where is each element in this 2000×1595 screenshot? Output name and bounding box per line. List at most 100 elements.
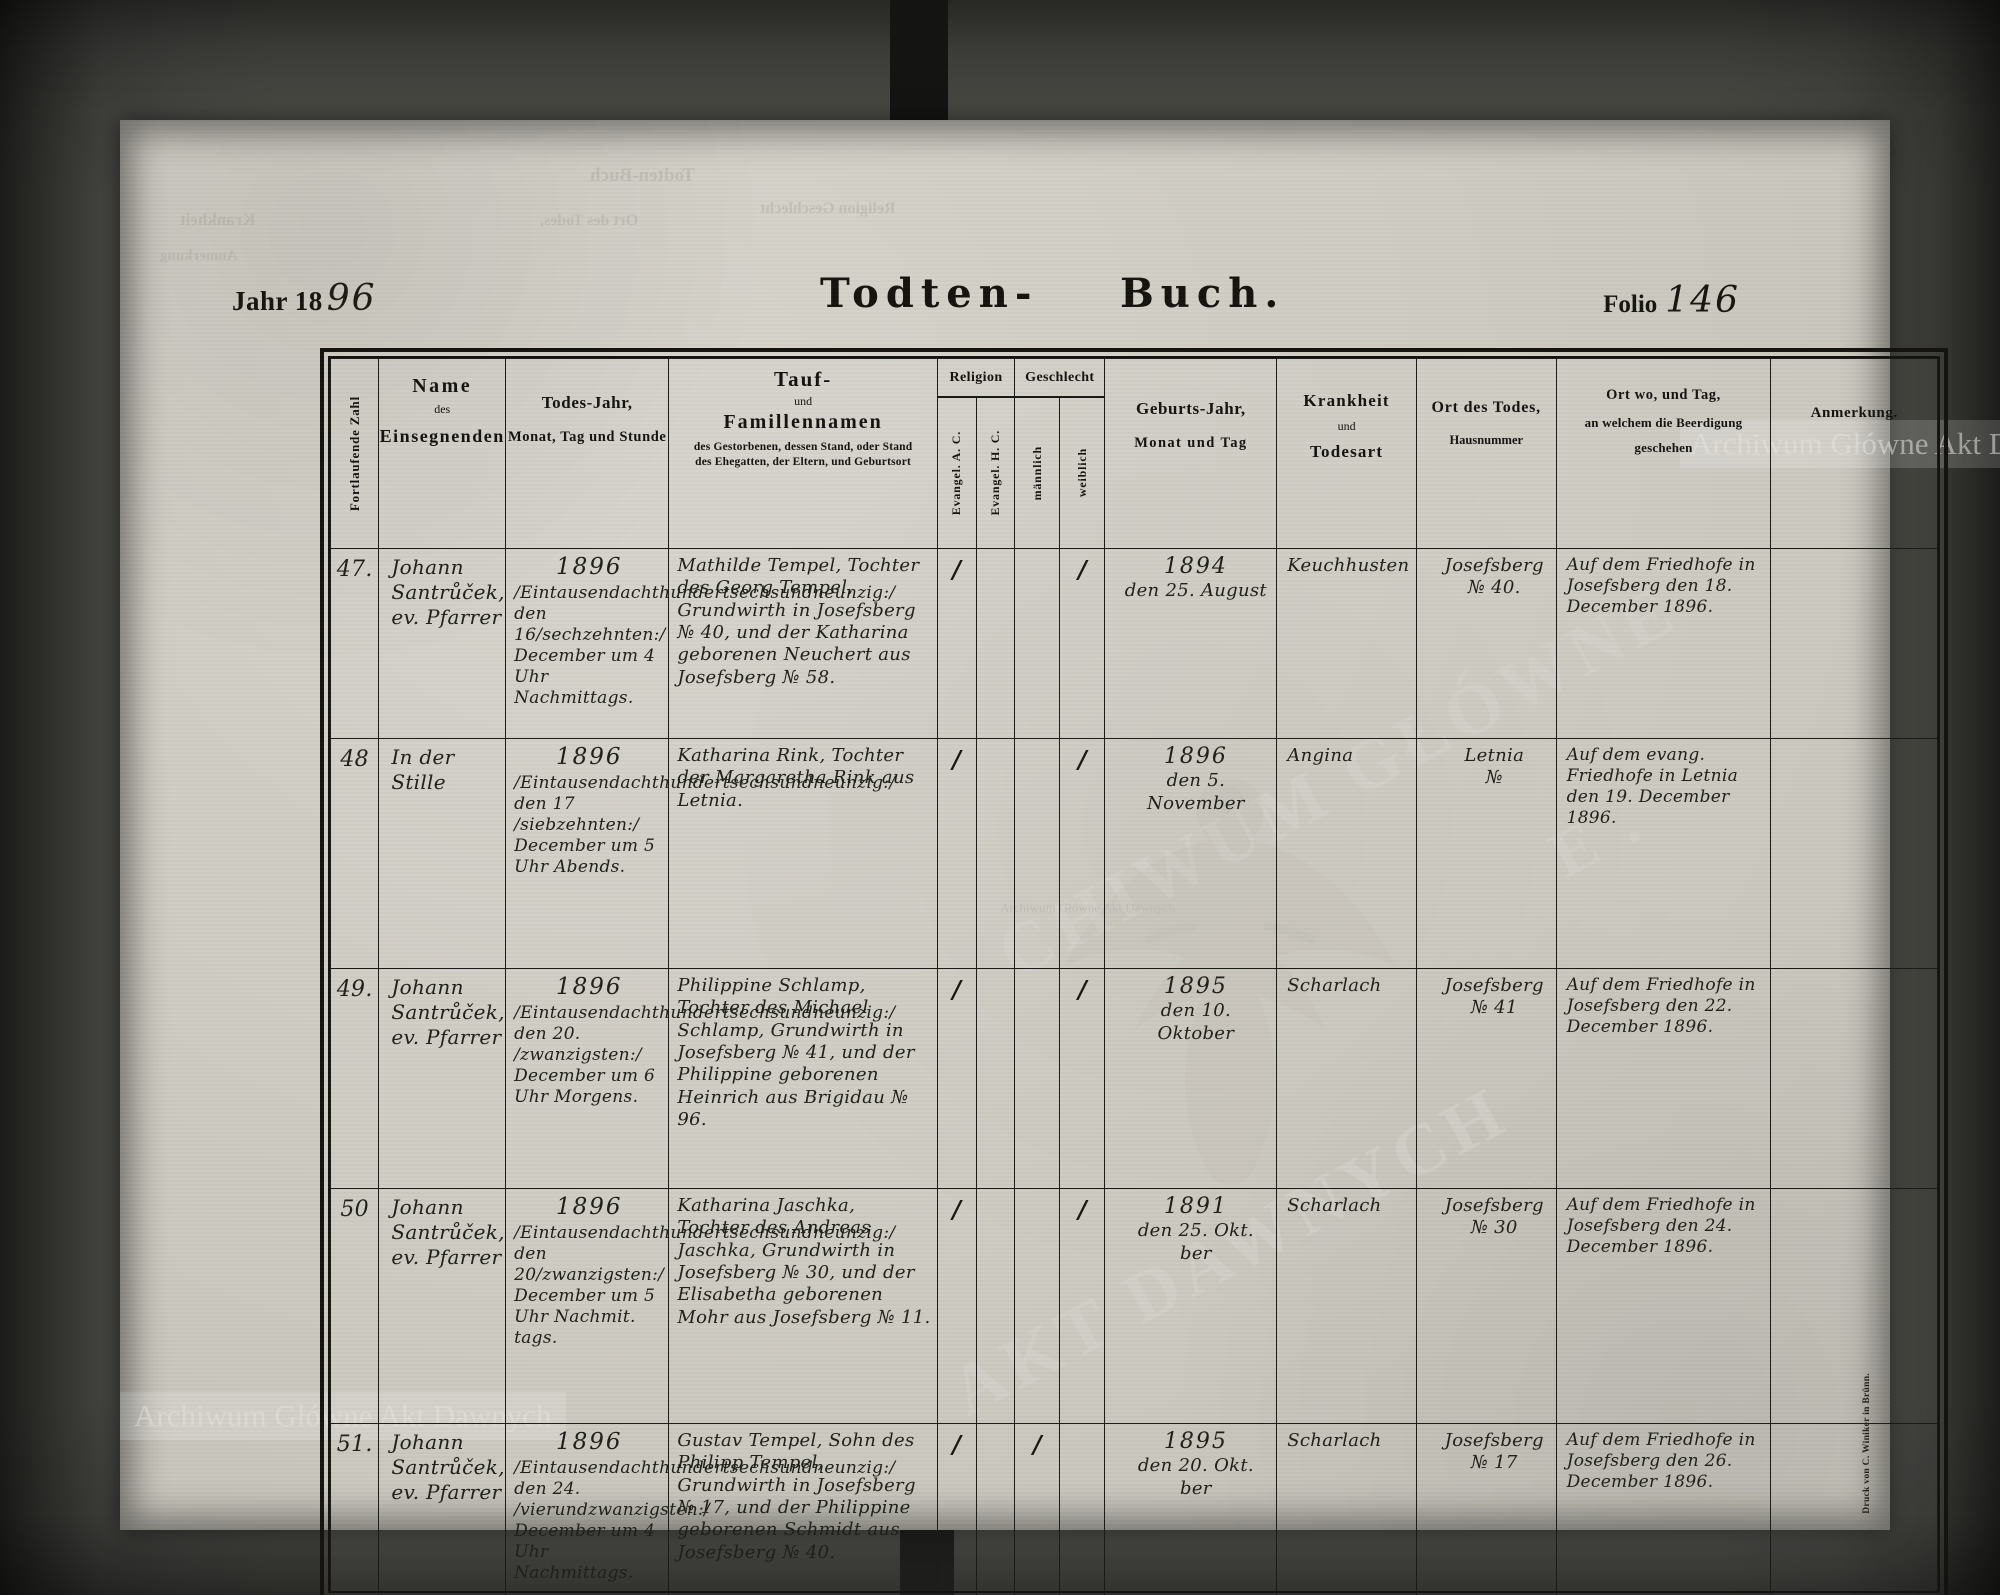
header-ort-line1: Ort des Todes, (1431, 399, 1541, 416)
cell-place-number: № 17 (1470, 1452, 1518, 1474)
table-row[interactable]: 50 Johann Santrůček, ev. Pfarrer 1896 /E… (329, 1188, 1938, 1424)
register-title-part2: Buch. (1120, 270, 1286, 317)
header-krankheit-line2: und (1337, 419, 1356, 433)
header-name-line2: des (434, 402, 451, 416)
cell-number: 49. (329, 968, 380, 1189)
cell-birth-date: den 5. November (1147, 770, 1245, 814)
cell-birth-date: den 25. Okt. ber (1137, 1220, 1254, 1264)
cell-burial: Auf dem evang. Friedhofe in Letnia den 1… (1555, 738, 1772, 969)
cell-gender-female: / (1059, 548, 1106, 739)
header-tauf-familiennamen: Tauf- und Famillennamen des Gestorbenen,… (668, 358, 938, 549)
cell-religion-hc (975, 548, 1016, 739)
cell-birth: 1896 den 5. November (1104, 738, 1278, 969)
cell-place-name: Josefsberg (1444, 1430, 1544, 1451)
page-header: Jahr 18 96 Todten- Buch. Folio 146 (120, 270, 1890, 340)
folio-number: 146 (1665, 280, 1740, 321)
header-tauf-line5: des Ehegatten, der Eltern, und Geburtsor… (695, 456, 912, 468)
table-row[interactable]: 48 In der Stille 1896 /Eintausendachthun… (329, 738, 1938, 969)
cell-death-year: 1896 (555, 554, 623, 580)
cell-remark (1770, 548, 1938, 739)
cell-illness: Scharlach (1276, 968, 1417, 1189)
header-ort-line2: Hausnummer (1449, 433, 1524, 447)
cell-number: 47. (329, 548, 380, 739)
cell-place: Josefsberg № 40. (1415, 548, 1557, 739)
showthrough-text: Religion Geschlecht (760, 200, 896, 217)
cell-death-year: 1896 (555, 1429, 623, 1455)
cell-religion-ac: / (936, 1188, 977, 1424)
cell-place: Josefsberg № 17 (1415, 1423, 1557, 1595)
cell-death-year: 1896 (555, 744, 623, 770)
cell-death-detail: /Eintausendachthundertsechsundneunzig:/ … (514, 1457, 896, 1583)
header-gender-female-label: weiblich (1074, 448, 1089, 498)
header-religion-ac: Evangel. A. C. (936, 396, 977, 549)
cell-place-number: № 40. (1467, 577, 1521, 599)
cell-birth-year: 1894 (1163, 554, 1228, 579)
cell-names: Mathilde Tempel, Tochter des Georg Tempe… (668, 548, 938, 739)
header-gender-male: männlich (1014, 396, 1061, 549)
header-geburts-jahr: Geburts-Jahr, Monat und Tag (1104, 358, 1278, 549)
cell-religion-ac: / (936, 548, 977, 739)
header-geburts-jahr-line2: Monat und Tag (1134, 435, 1248, 451)
cell-place-name: Josefsberg (1444, 555, 1544, 576)
cell-place-name: Letnia (1464, 745, 1525, 766)
year-label-text: Jahr 18 (232, 286, 323, 316)
header-name-line3: Einsegnenden (379, 426, 505, 446)
header-krankheit-line3: Todesart (1310, 442, 1384, 461)
cell-gender-female: / (1059, 738, 1106, 969)
cell-religion-hc (975, 968, 1016, 1189)
cell-death-date: 1896 /Eintausendachthundertsechsundneunz… (505, 738, 895, 969)
printer-imprint: Druck von C. Winiker in Brünn. (1862, 1373, 1872, 1514)
cell-number: 48 (329, 738, 380, 969)
cell-death-date: 1896 /Eintausendachthundertsechsundneunz… (505, 1188, 895, 1424)
cell-gender-female (1059, 1423, 1106, 1595)
header-geburts-jahr-line1: Geburts-Jahr, (1136, 399, 1246, 418)
register-page: Krankheit Ort des Todes, Todten-Buch Rel… (120, 120, 2000, 1595)
header-gender-female: weiblich (1059, 396, 1106, 549)
cell-gender-male: / (1014, 1423, 1061, 1595)
cell-religion-hc (975, 738, 1016, 969)
header-krankheit-line1: Krankheit (1303, 391, 1390, 410)
cell-officiant: Johann Santrůček, ev. Pfarrer (378, 1423, 507, 1595)
header-todes-jahr-line2: Monat, Tag und Stunde (507, 429, 667, 445)
cell-religion-ac: / (936, 968, 977, 1189)
header-religion-hc: Evangel. H. C. (975, 396, 1016, 549)
table-body: 47. Johann Santrůček, ev. Pfarrer 1896 /… (329, 548, 1938, 1595)
header-todes-jahr: Todes-Jahr, Monat, Tag und Stunde (505, 358, 670, 549)
cell-illness: Scharlach (1276, 1423, 1417, 1595)
cell-birth-year: 1891 (1163, 1194, 1228, 1219)
cell-officiant: Johann Santrůček, ev. Pfarrer (378, 548, 507, 739)
showthrough-text: Anmerkung (160, 248, 238, 264)
cell-illness: Angina (1276, 738, 1417, 969)
folio-label: Folio 146 (1603, 280, 1740, 321)
cell-burial: Auf dem Friedhofe in Josefsberg den 22. … (1555, 968, 1772, 1189)
cell-place-number: № 30 (1470, 1217, 1518, 1239)
table-row[interactable]: 51. Johann Santrůček, ev. Pfarrer 1896 /… (329, 1423, 1938, 1595)
header-anmerkung: Anmerkung. (1770, 358, 1938, 549)
header-fortlaufende-zahl: Fortlaufende Zahl (329, 358, 380, 549)
cell-death-date: 1896 /Eintausendachthundertsechsundneunz… (505, 1423, 895, 1595)
cell-death-year: 1896 (555, 1194, 623, 1220)
cell-place-number: № (1485, 767, 1503, 789)
cell-religion-hc (975, 1188, 1016, 1424)
header-tauf-line3: Famillennamen (723, 411, 883, 433)
cell-gender-male (1014, 738, 1061, 969)
cell-officiant: In der Stille (378, 738, 507, 969)
header-beerdigung-line1: Ort wo, und Tag, (1606, 387, 1721, 403)
cell-place: Josefsberg № 30 (1415, 1188, 1557, 1424)
cell-gender-male (1014, 1188, 1061, 1424)
showthrough-text: Todten-Buch (590, 165, 695, 186)
header-krankheit: Krankheit und Todesart (1276, 358, 1417, 549)
cell-number: 50 (329, 1188, 380, 1424)
table-row[interactable]: 49. Johann Santrůček, ev. Pfarrer 1896 /… (329, 968, 1938, 1189)
cell-names: Katharina Jaschka, Tochter des Andreas J… (668, 1188, 938, 1424)
cell-religion-ac: / (936, 738, 977, 969)
year-handwritten: 96 (326, 278, 377, 319)
cell-illness: Scharlach (1276, 1188, 1417, 1424)
header-religion: Religion (936, 358, 1016, 398)
cell-illness: Keuchhusten (1276, 548, 1417, 739)
header-todes-jahr-line1: Todes-Jahr, (541, 393, 633, 412)
table-row[interactable]: 47. Johann Santrůček, ev. Pfarrer 1896 /… (329, 548, 1938, 739)
cell-place-name: Josefsberg (1444, 1195, 1544, 1216)
header-anmerkung-label: Anmerkung. (1810, 405, 1898, 421)
